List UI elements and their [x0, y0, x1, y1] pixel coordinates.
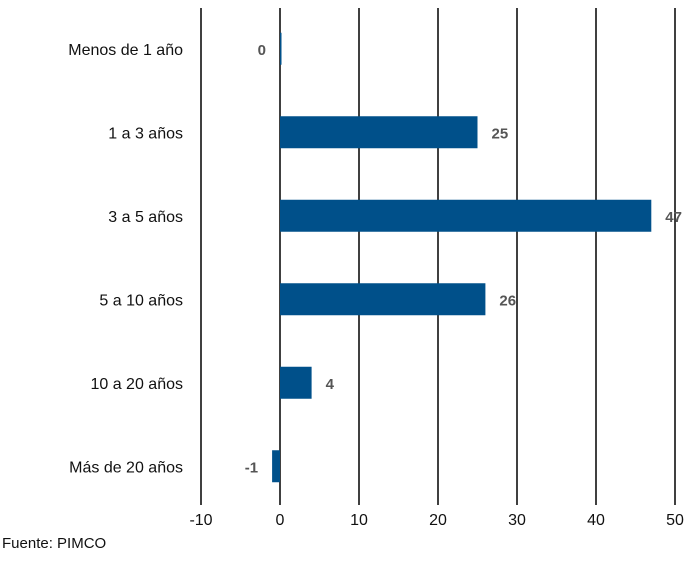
- category-labels: Menos de 1 año 1 a 3 años 3 a 5 años 5 a 10…: [68, 42, 183, 477]
- x-tick-label: 0: [276, 512, 285, 529]
- category-label: 3 a 5 años: [108, 209, 183, 226]
- category-label: 5 a 10 años: [99, 292, 183, 309]
- data-label: 0: [258, 42, 266, 59]
- x-tick-label: 50: [666, 512, 684, 529]
- data-label: 26: [499, 292, 516, 309]
- data-label: 47: [665, 209, 682, 226]
- x-tick-label: 40: [587, 512, 605, 529]
- x-tick-label: 20: [429, 512, 447, 529]
- category-label: 10 a 20 años: [90, 376, 183, 393]
- category-label: Más de 20 años: [69, 459, 183, 476]
- x-tick-label: 30: [508, 512, 526, 529]
- x-tick-label: -10: [189, 512, 212, 529]
- bar: [280, 116, 478, 149]
- bar: [280, 366, 312, 399]
- bar: [280, 283, 486, 316]
- gridlines: [200, 8, 676, 505]
- x-tick-label: 10: [350, 512, 368, 529]
- bar: [280, 199, 652, 232]
- data-label: 4: [326, 376, 335, 393]
- data-labels: 0 25 47 26 4 -1: [245, 42, 682, 477]
- data-label: 25: [492, 125, 509, 142]
- category-label: 1 a 3 años: [108, 125, 183, 142]
- x-axis-ticks: -10 0 10 20 30 40 50: [189, 512, 684, 529]
- category-label: Menos de 1 año: [68, 42, 183, 59]
- source-note: Fuente: PIMCO: [2, 535, 107, 552]
- bar: [280, 32, 282, 65]
- data-label: -1: [245, 459, 258, 476]
- bars: [272, 32, 652, 483]
- bar: [272, 450, 280, 483]
- bar-chart: Menos de 1 año 1 a 3 años 3 a 5 años 5 a 10…: [68, 8, 684, 529]
